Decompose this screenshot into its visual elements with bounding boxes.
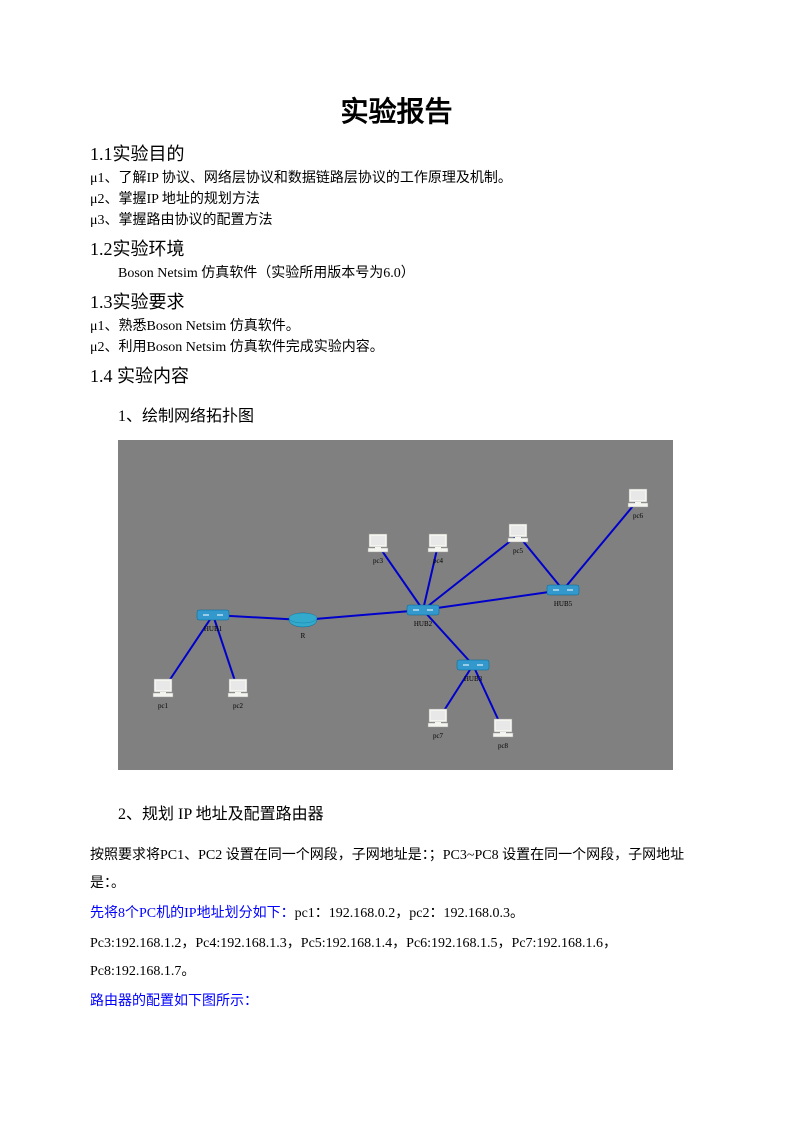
svg-text:pc6: pc6 xyxy=(633,512,644,520)
p2-blue: 先将8个PC机的IP地址划分如下： xyxy=(90,906,295,921)
svg-text:pc3: pc3 xyxy=(373,557,384,565)
svg-text:HUB5: HUB5 xyxy=(554,600,573,608)
svg-text:pc4: pc4 xyxy=(433,557,444,565)
svg-text:HUB3: HUB3 xyxy=(464,675,483,683)
svg-text:pc7: pc7 xyxy=(433,732,444,740)
p2-rest: pc1：192.168.0.2，pc2：192.168.0.3。 xyxy=(295,906,524,921)
sub-heading-1: 1、绘制网络拓扑图 xyxy=(90,402,703,426)
svg-text:R: R xyxy=(301,632,306,640)
network-topology-diagram: HUB1 R HUB2 HUB3 HUB5 pc1 pc2 pc3 pc4 pc5 pc6 pc7 pc… xyxy=(118,440,673,770)
svg-text:pc2: pc2 xyxy=(233,702,244,710)
svg-text:pc8: pc8 xyxy=(498,742,509,750)
s2-body: Boson Netsim 仿真软件（实验所用版本号为6.0） xyxy=(90,263,703,284)
section-1-2-heading: 1.2实验环境 xyxy=(90,235,703,261)
paragraph-1: 按照要求将PC1、PC2 设置在同一个网段，子网地址是：；PC3~PC8 设置在… xyxy=(90,842,703,898)
paragraph-2: 先将8个PC机的IP地址划分如下：pc1：192.168.0.2，pc2：192… xyxy=(90,900,703,928)
s1-item-3: μ3、掌握路由协议的配置方法 xyxy=(90,210,703,231)
s1-item-2: μ2、掌握IP 地址的规划方法 xyxy=(90,189,703,210)
section-1-1-heading: 1.1实验目的 xyxy=(90,140,703,166)
section-1-4-heading: 1.4 实验内容 xyxy=(90,362,703,388)
svg-text:HUB2: HUB2 xyxy=(414,620,433,628)
s1-item-1: μ1、了解IP 协议、网络层协议和数据链路层协议的工作原理及机制。 xyxy=(90,168,703,189)
section-1-3-heading: 1.3实验要求 xyxy=(90,288,703,314)
s3-item-2: μ2、利用Boson Netsim 仿真软件完成实验内容。 xyxy=(90,337,703,358)
svg-text:HUB1: HUB1 xyxy=(204,625,223,633)
s3-item-1: μ1、熟悉Boson Netsim 仿真软件。 xyxy=(90,316,703,337)
paragraph-3: Pc3:192.168.1.2，Pc4:192.168.1.3，Pc5:192.… xyxy=(90,930,703,986)
page-title: 实验报告 xyxy=(90,90,703,130)
paragraph-4: 路由器的配置如下图所示： xyxy=(90,988,703,1016)
svg-text:pc1: pc1 xyxy=(158,702,169,710)
svg-text:pc5: pc5 xyxy=(513,547,524,555)
topology-svg: HUB1 R HUB2 HUB3 HUB5 pc1 pc2 pc3 pc4 pc5 pc6 pc7 pc… xyxy=(118,440,673,770)
sub-heading-2: 2、规划 IP 地址及配置路由器 xyxy=(90,800,703,824)
